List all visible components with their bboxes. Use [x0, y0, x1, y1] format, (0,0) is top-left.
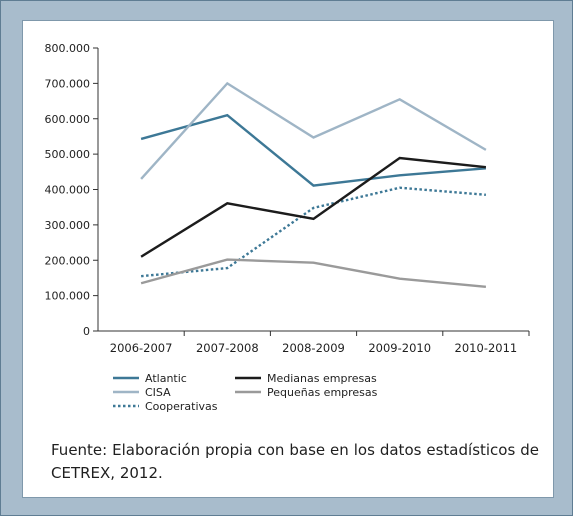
- x-tick-label: 2006-2007: [110, 341, 173, 355]
- x-axis-ticks: 2006-2007 2007-2008 2008-2009 2009-2010 2010…: [110, 331, 530, 355]
- legend-label: Cooperativas: [145, 400, 218, 413]
- y-tick-label: 600.000: [45, 113, 91, 126]
- y-tick-label: 400.000: [45, 184, 91, 197]
- y-tick-label: 200.000: [45, 254, 91, 267]
- y-tick-label: 300.000: [45, 219, 91, 232]
- legend-label: Medianas empresas: [267, 372, 377, 385]
- x-tick-label: 2009-2010: [368, 341, 431, 355]
- series-lines: [140, 81, 487, 288]
- y-axis-ticks: 0 100.000 200.000 300.000 400.000 500.000 600.…: [45, 42, 98, 338]
- y-tick-label: 800.000: [45, 42, 91, 55]
- y-tick-label: 700.000: [45, 77, 91, 90]
- x-tick-label: 2007-2008: [196, 341, 259, 355]
- legend-label: Pequeñas empresas: [267, 386, 378, 399]
- legend-label: Atlantic: [145, 372, 187, 385]
- series-line: [140, 258, 487, 288]
- y-tick-label: 0: [83, 325, 90, 338]
- series-line: [140, 81, 487, 180]
- y-tick-label: 500.000: [45, 148, 91, 161]
- x-tick-label: 2010-2011: [455, 341, 518, 355]
- figure-panel: 0 100.000 200.000 300.000 400.000 500.000 600.…: [22, 20, 554, 498]
- series-line: [140, 113, 486, 187]
- y-tick-label: 100.000: [45, 290, 91, 303]
- legend-label: CISA: [145, 386, 171, 399]
- source-caption: Fuente: Elaboración propia con base en l…: [51, 441, 539, 482]
- line-chart: 0 100.000 200.000 300.000 400.000 500.000 600.…: [45, 42, 530, 413]
- chart-axes: [97, 48, 529, 332]
- x-tick-label: 2008-2009: [282, 341, 345, 355]
